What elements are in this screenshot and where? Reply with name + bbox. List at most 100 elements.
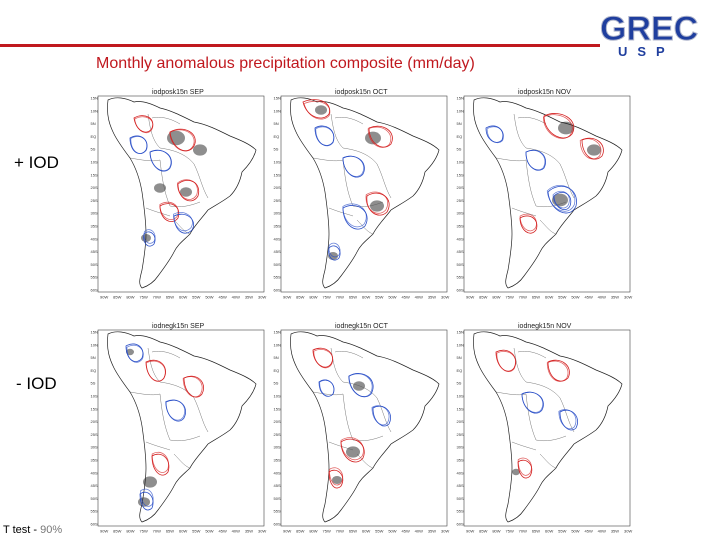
lat-tick-label: 10N: [274, 108, 281, 113]
lon-tick-label: 75W: [140, 529, 148, 534]
lat-tick-label: 60S: [91, 288, 98, 293]
significance-shading: [315, 105, 327, 115]
lon-tick-label: 70W: [153, 295, 161, 300]
lat-tick-label: 5S: [274, 381, 279, 386]
positive-contour: [145, 360, 166, 382]
lon-tick-label: 50W: [205, 295, 213, 300]
country-border: [376, 397, 392, 433]
significance-shading: [143, 476, 157, 488]
significance-shading: [167, 130, 185, 146]
positive-contour: [368, 125, 393, 148]
lat-tick-label: EQ: [91, 134, 97, 139]
negative-contour: [372, 405, 391, 427]
country-border: [513, 113, 527, 149]
lat-tick-label: 20S: [457, 419, 464, 424]
lon-tick-label: 50W: [388, 529, 396, 534]
panel-title: iodnegk15n SEP: [152, 323, 204, 330]
negative-contour: [140, 488, 154, 507]
lat-tick-label: EQ: [274, 368, 280, 373]
lon-tick-label: 55W: [558, 295, 566, 300]
negative-contour: [486, 126, 504, 144]
lat-tick-label: 10S: [274, 394, 281, 399]
lat-tick-label: 55S: [91, 275, 98, 280]
lat-tick-label: 35S: [91, 458, 98, 463]
lon-tick-label: 65W: [532, 295, 540, 300]
lat-tick-label: 10N: [91, 342, 98, 347]
panel-title: iodnegk15n OCT: [335, 323, 389, 330]
map-frame: [463, 329, 631, 527]
positive-contour: [519, 215, 538, 234]
lat-tick-label: 5N: [274, 121, 279, 126]
lon-tick-label: 30W: [258, 529, 266, 534]
country-border: [330, 347, 344, 383]
positive-contour: [517, 457, 532, 476]
row-label-positive-iod: + IOD: [14, 153, 59, 172]
lat-tick-label: 20S: [91, 185, 98, 190]
lon-tick-label: 90W: [466, 529, 474, 534]
lat-tick-label: 15S: [274, 172, 281, 177]
lon-tick-label: 85W: [479, 529, 487, 534]
country-border: [147, 347, 161, 383]
lon-tick-label: 40W: [598, 529, 606, 534]
lat-tick-label: 25S: [457, 198, 464, 203]
lat-tick-label: EQ: [91, 368, 97, 373]
negative-contour: [149, 150, 172, 172]
positive-contour: [303, 100, 331, 120]
lon-tick-label: 60W: [362, 295, 370, 300]
significance-shading: [180, 187, 192, 197]
lat-tick-label: 30S: [91, 211, 98, 216]
country-border: [342, 381, 378, 399]
lon-tick-label: 30W: [624, 295, 632, 300]
lat-tick-label: 5N: [457, 355, 462, 360]
country-border: [535, 435, 567, 441]
lat-tick-label: 15S: [457, 406, 464, 411]
lat-tick-label: 50S: [274, 496, 281, 501]
lat-tick-label: 45S: [457, 483, 464, 488]
positive-contour: [517, 459, 533, 479]
country-border: [151, 351, 181, 359]
positive-contour: [182, 376, 203, 398]
lat-tick-label: 30S: [457, 445, 464, 450]
lat-tick-label: 45S: [91, 483, 98, 488]
country-border: [145, 441, 171, 451]
map-panel-pos-oct: iodposk15n OCT 15N 10N 5N EQ 5S 10S 15S 20S 25S 30…: [273, 88, 453, 300]
lat-tick-label: 5S: [91, 381, 96, 386]
lat-tick-label: 15S: [91, 172, 98, 177]
positive-contour: [169, 128, 196, 152]
map-panel-neg-sep: iodnegk15n SEP 15N 10N 5N EQ 5S 10S 15S 20S 25S 30…: [90, 322, 270, 534]
lon-tick-label: 35W: [245, 529, 253, 534]
lon-tick-label: 80W: [126, 295, 134, 300]
lat-tick-label: 35S: [457, 224, 464, 229]
lat-tick-label: 15N: [91, 330, 98, 335]
country-border: [517, 117, 547, 125]
significance-shading: [154, 183, 166, 193]
lat-tick-label: 25S: [91, 198, 98, 203]
lon-tick-label: 55W: [375, 295, 383, 300]
page-title: Monthly anomalous precipitation composit…: [96, 55, 475, 72]
lat-tick-label: 40S: [274, 470, 281, 475]
lon-tick-label: 55W: [192, 529, 200, 534]
lon-tick-label: 60W: [545, 295, 553, 300]
map-panel-neg-nov: iodnegk15n NOV 15N 10N 5N EQ 5S 10S 15S 20S 25S 30…: [456, 322, 636, 534]
negative-contour: [342, 155, 365, 177]
lat-tick-label: 45S: [274, 249, 281, 254]
lon-tick-label: 80W: [126, 529, 134, 534]
lat-tick-label: 50S: [457, 496, 464, 501]
panel-title: iodposk15n OCT: [335, 89, 388, 96]
lon-tick-label: 90W: [466, 295, 474, 300]
lon-tick-label: 30W: [441, 295, 449, 300]
lat-tick-label: 60S: [457, 288, 464, 293]
map-svg: iodposk15n NOV 15N 10N 5N EQ 5S 10S 15S 20S 25S 30…: [457, 89, 633, 300]
negative-contour: [371, 405, 390, 426]
lat-tick-label: 5N: [91, 355, 96, 360]
lat-tick-label: 45S: [274, 483, 281, 488]
negative-contour: [328, 245, 341, 261]
significance-shading: [193, 144, 207, 156]
lat-tick-label: 15N: [457, 96, 464, 101]
positive-contour: [302, 99, 331, 119]
map-frame: [280, 329, 448, 527]
country-border: [129, 157, 161, 162]
map-svg: iodnegk15n NOV 15N 10N 5N EQ 5S 10S 15S 20S 25S 30…: [457, 323, 633, 534]
ttest-label: T test -: [3, 524, 41, 536]
panel-title: iodposk15n NOV: [518, 89, 571, 96]
